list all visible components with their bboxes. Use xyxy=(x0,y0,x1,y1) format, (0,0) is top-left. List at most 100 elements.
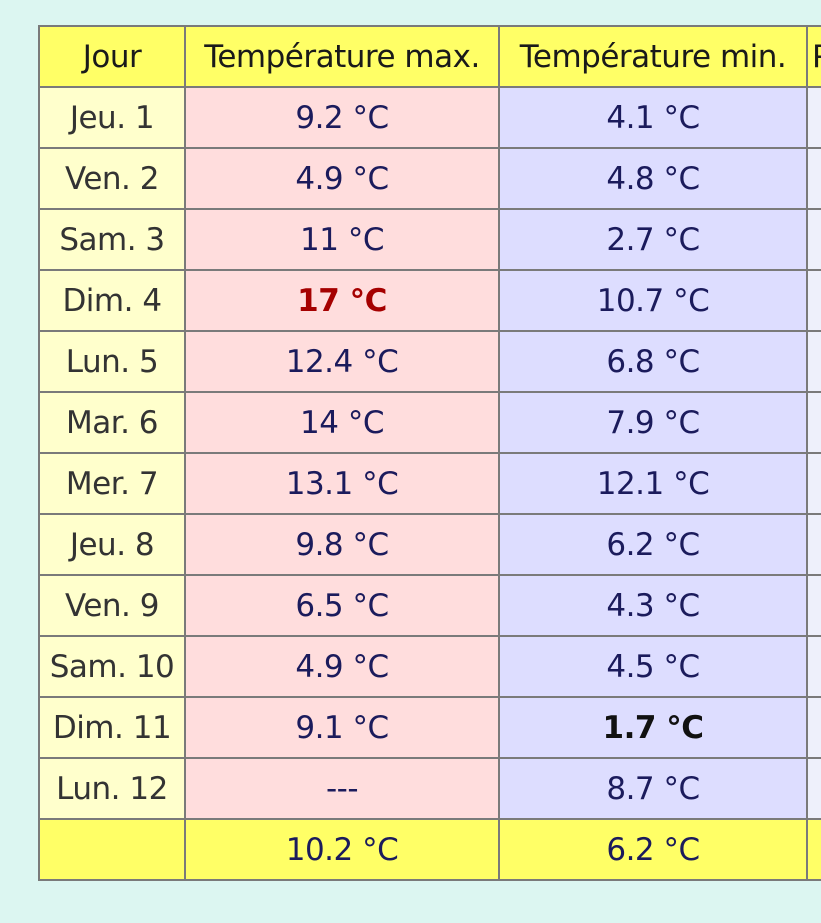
cut-off-cell xyxy=(806,86,821,149)
min-cell: 10.7 °C xyxy=(498,269,808,332)
max-cell: 13.1 °C xyxy=(184,452,500,515)
min-cell: 4.1 °C xyxy=(498,86,808,149)
day-cell: Jeu. 8 xyxy=(38,513,186,576)
footer-row: 10.2 °C 6.2 °C xyxy=(38,818,821,881)
header-cell: Jour xyxy=(38,25,186,88)
day-cell: Lun. 12 xyxy=(38,757,186,820)
day-cell: Sam. 10 xyxy=(38,635,186,698)
max-cell: 12.4 °C xyxy=(184,330,500,393)
cell-text: Sam. 10 xyxy=(49,648,175,685)
cell-text: 1.7 °C xyxy=(602,709,704,746)
cell-text: --- xyxy=(325,770,359,807)
min-cell: 6.2 °C xyxy=(498,513,808,576)
min-cell: 1.7 °C xyxy=(498,696,808,759)
day-cell: Lun. 5 xyxy=(38,330,186,393)
data-row: Jeu. 8 9.8 °C 6.2 °C xyxy=(38,513,821,576)
table-body: Jeu. 1 9.2 °C 4.1 °C Ven. 2 4.9 °C 4.8 °C Sam.… xyxy=(38,86,821,820)
cell-text: Dim. 11 xyxy=(52,709,172,746)
day-cell: Sam. 3 xyxy=(38,208,186,271)
data-row: Dim. 11 9.1 °C 1.7 °C xyxy=(38,696,821,759)
cell-text: Dim. 4 xyxy=(62,282,162,319)
data-row: Mer. 7 13.1 °C 12.1 °C xyxy=(38,452,821,515)
table-container: Jour Température max. Température min. P… xyxy=(38,25,821,923)
min-cell: 4.3 °C xyxy=(498,574,808,637)
cut-off-cell xyxy=(806,574,821,637)
cell-text: Jeu. 1 xyxy=(69,99,155,136)
data-row: Sam. 10 4.9 °C 4.5 °C xyxy=(38,635,821,698)
header-cell: Température min. xyxy=(498,25,808,88)
cell-text: 4.8 °C xyxy=(606,160,700,197)
max-cell: 4.9 °C xyxy=(184,635,500,698)
cell-text: 10.7 °C xyxy=(596,282,710,319)
data-row: Ven. 2 4.9 °C 4.8 °C xyxy=(38,147,821,210)
cell-text: 17 °C xyxy=(297,282,387,319)
day-cell: Mer. 7 xyxy=(38,452,186,515)
cell-text: Lun. 5 xyxy=(65,343,159,380)
min-cell: 4.5 °C xyxy=(498,635,808,698)
cell-text: 9.8 °C xyxy=(295,526,389,563)
cell-text: Mer. 7 xyxy=(65,465,159,502)
day-cell: Ven. 2 xyxy=(38,147,186,210)
cut-off-cell xyxy=(806,147,821,210)
cut-off-cell xyxy=(806,269,821,332)
cell-text: 2.7 °C xyxy=(606,221,700,258)
min-cell: 7.9 °C xyxy=(498,391,808,454)
max-cell: 9.2 °C xyxy=(184,86,500,149)
footer-cell xyxy=(38,818,186,881)
cell-text: 11 °C xyxy=(300,221,384,258)
max-cell: 4.9 °C xyxy=(184,147,500,210)
cut-off-cell xyxy=(806,208,821,271)
cell-text: 9.1 °C xyxy=(295,709,389,746)
cell-text: 4.9 °C xyxy=(295,160,389,197)
cut-off-cell xyxy=(806,330,821,393)
cell-text: 13.1 °C xyxy=(285,465,399,502)
cell-text: Ven. 2 xyxy=(65,160,159,197)
footer-min: 6.2 °C xyxy=(498,818,808,881)
min-cell: 6.8 °C xyxy=(498,330,808,393)
cell-text: 4.5 °C xyxy=(606,648,700,685)
cell-text: 4.1 °C xyxy=(606,99,700,136)
max-cell: 6.5 °C xyxy=(184,574,500,637)
min-cell: 2.7 °C xyxy=(498,208,808,271)
min-cell: 12.1 °C xyxy=(498,452,808,515)
cell-text: 7.9 °C xyxy=(606,404,700,441)
cell-text: Mar. 6 xyxy=(65,404,159,441)
cell-text: 6.8 °C xyxy=(606,343,700,380)
cell-text: 6.2 °C xyxy=(606,526,700,563)
cut-off-cell xyxy=(806,391,821,454)
day-cell: Ven. 9 xyxy=(38,574,186,637)
day-cell: Jeu. 1 xyxy=(38,86,186,149)
max-cell: --- xyxy=(184,757,500,820)
header-cell: P xyxy=(806,25,821,88)
cell-text: 8.7 °C xyxy=(606,770,700,807)
day-cell: Mar. 6 xyxy=(38,391,186,454)
data-row: Mar. 6 14 °C 7.9 °C xyxy=(38,391,821,454)
max-cell: 9.8 °C xyxy=(184,513,500,576)
cell-text: 6.5 °C xyxy=(295,587,389,624)
max-cell: 17 °C xyxy=(184,269,500,332)
max-cell: 11 °C xyxy=(184,208,500,271)
cell-text: 12.1 °C xyxy=(596,465,710,502)
weather-table: Jour Température max. Température min. P… xyxy=(38,25,821,881)
data-row: Dim. 4 17 °C 10.7 °C xyxy=(38,269,821,332)
data-row: Lun. 5 12.4 °C 6.8 °C xyxy=(38,330,821,393)
cell-text: 14 °C xyxy=(300,404,384,441)
data-row: Jeu. 1 9.2 °C 4.1 °C xyxy=(38,86,821,149)
cell-text: Ven. 9 xyxy=(65,587,159,624)
cut-off-cell xyxy=(806,757,821,820)
min-cell: 8.7 °C xyxy=(498,757,808,820)
cell-text: 4.9 °C xyxy=(295,648,389,685)
cut-off-cell xyxy=(806,513,821,576)
footer-cell xyxy=(806,818,821,881)
cell-text: Lun. 12 xyxy=(56,770,168,807)
cell-text: 9.2 °C xyxy=(295,99,389,136)
footer-max: 10.2 °C xyxy=(184,818,500,881)
max-cell: 14 °C xyxy=(184,391,500,454)
cut-off-cell xyxy=(806,696,821,759)
data-row: Sam. 3 11 °C 2.7 °C xyxy=(38,208,821,271)
cell-text: 12.4 °C xyxy=(285,343,399,380)
data-row: Lun. 12 --- 8.7 °C xyxy=(38,757,821,820)
day-cell: Dim. 4 xyxy=(38,269,186,332)
data-row: Ven. 9 6.5 °C 4.3 °C xyxy=(38,574,821,637)
